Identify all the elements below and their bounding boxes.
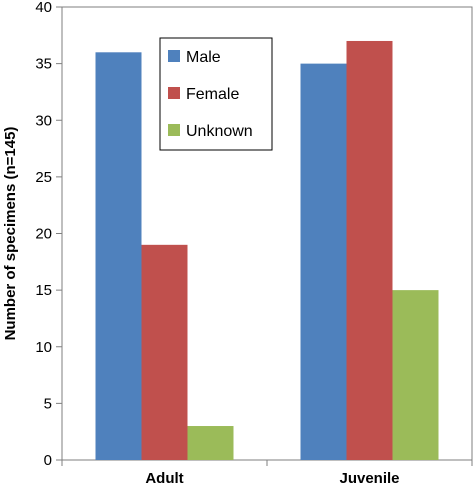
legend-swatch-male xyxy=(168,50,180,62)
y-tick-label: 35 xyxy=(35,56,52,73)
y-tick-label: 20 xyxy=(35,226,52,243)
y-tick-label: 40 xyxy=(35,0,52,16)
x-category-label: Juvenile xyxy=(339,470,399,487)
legend-swatch-unknown xyxy=(168,124,180,136)
legend-label-unknown: Unknown xyxy=(186,123,253,140)
y-axis-title: Number of specimens (n=145) xyxy=(2,127,19,341)
bar-male-juvenile xyxy=(300,63,347,460)
bar-unknown-juvenile xyxy=(392,290,439,460)
y-tick-label: 15 xyxy=(35,282,52,299)
legend: Male Female Unknown xyxy=(159,37,273,151)
bars xyxy=(95,40,439,461)
y-tick-label: 25 xyxy=(35,169,52,186)
y-tick-labels: 0 5 10 15 20 25 30 35 40 xyxy=(35,0,52,469)
bar-male-adult xyxy=(95,52,142,461)
bar-female-adult xyxy=(141,244,188,460)
x-category-label: Adult xyxy=(145,470,183,487)
axes xyxy=(56,6,473,466)
y-tick-label: 10 xyxy=(35,339,52,356)
bar-female-juvenile xyxy=(346,40,393,460)
legend-label-male: Male xyxy=(186,49,221,66)
bar-unknown-adult xyxy=(187,426,234,460)
y-tick-label: 0 xyxy=(44,452,52,469)
x-category-labels: Adult Juvenile xyxy=(145,470,399,487)
legend-label-female: Female xyxy=(186,86,239,103)
y-tick-label: 5 xyxy=(44,395,52,412)
y-tick-label: 30 xyxy=(35,112,52,129)
legend-swatch-female xyxy=(168,87,180,99)
